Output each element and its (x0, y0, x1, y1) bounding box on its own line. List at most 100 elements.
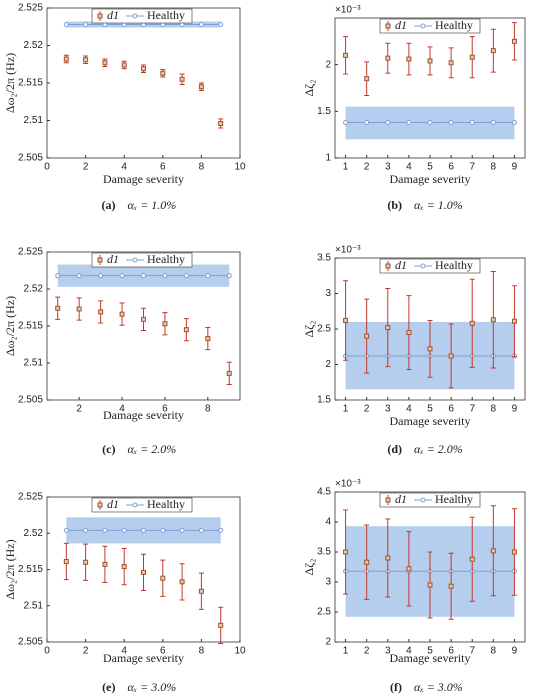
x-tick-label: 6 (448, 646, 454, 657)
legend-healthy-marker (132, 502, 138, 508)
legend-d1-marker (385, 497, 391, 503)
x-tick-label: 2 (76, 404, 82, 415)
caption-label: (a) (102, 198, 116, 212)
y-tick-label: 2.525 (18, 247, 43, 258)
x-tick-label: 4 (119, 404, 125, 415)
x-tick-label: 2 (364, 404, 370, 415)
d1-point (406, 566, 412, 572)
healthy-point (98, 273, 104, 279)
x-tick-label: 3 (385, 404, 391, 415)
d1-point (198, 84, 204, 90)
x-axis-label: Damage severity (103, 408, 184, 422)
d1-point (160, 70, 166, 76)
plot-frame (334, 17, 526, 159)
x-tick-label: 4 (406, 404, 412, 415)
d1-point (119, 311, 125, 317)
healthy-point (183, 273, 189, 279)
legend-label: d1 (395, 18, 407, 32)
d1-point (448, 60, 454, 66)
x-tick-label: 6 (448, 404, 454, 415)
y-tick-label: 2 (325, 359, 331, 370)
healthy-point (83, 527, 89, 533)
y-tick-label: 2.52 (24, 528, 44, 539)
healthy-point (198, 527, 204, 533)
x-tick-label: 3 (385, 162, 391, 173)
caption: αₓ = 3.0% (414, 680, 463, 694)
d1-point (160, 575, 166, 581)
y-tick-label: 3 (325, 577, 331, 588)
d1-point (490, 48, 496, 54)
x-tick-label: 4 (406, 162, 412, 173)
d1-point (205, 336, 211, 342)
caption: αₓ = 1.0% (414, 198, 463, 212)
d1-point (469, 556, 475, 562)
d1-point (198, 588, 204, 594)
d1-point (385, 55, 391, 61)
healthy-point (119, 273, 125, 279)
x-tick-label: 7 (469, 162, 475, 173)
x-tick-label: 8 (491, 404, 497, 415)
d1-point (83, 559, 89, 565)
healthy-point (218, 527, 224, 533)
legend-healthy-marker (420, 497, 426, 503)
caption-label: (f) (390, 680, 402, 694)
healthy-point (160, 527, 166, 533)
healthy-point (179, 527, 185, 533)
d1-point (218, 622, 224, 628)
legend-label: Healthy (435, 18, 473, 32)
healthy-point (226, 273, 232, 279)
y-tick-label: 2.515 (18, 321, 43, 332)
y-tick-label: 2.52 (24, 284, 44, 295)
y-tick-label: 1.5 (317, 395, 331, 406)
y-tick-label: 2 (325, 637, 331, 648)
x-axis-label: Damage severity (390, 414, 471, 428)
d1-point (511, 38, 517, 44)
x-tick-label: 2 (83, 646, 89, 657)
legend-healthy-marker (132, 13, 138, 19)
caption: αₓ = 2.0% (414, 442, 463, 456)
d1-point (427, 346, 433, 352)
y-tick-label: 2.505 (18, 395, 43, 406)
x-tick-label: 9 (512, 404, 518, 415)
d1-point (141, 569, 146, 575)
legend-label: Healthy (147, 8, 185, 22)
d1-point (343, 52, 349, 58)
plot-frame (334, 257, 526, 401)
healthy-point (511, 120, 517, 126)
healthy-point (55, 273, 61, 279)
x-tick-label: 8 (199, 646, 205, 657)
x-axis-label: Damage severity (103, 651, 184, 665)
plot-frame (46, 496, 241, 643)
d1-point (427, 58, 433, 64)
x-tick-label: 7 (469, 404, 475, 415)
legend-d1-marker (385, 263, 391, 269)
y-tick-label: 2.525 (18, 3, 43, 14)
healthy-point (198, 22, 204, 27)
x-tick-label: 9 (512, 162, 518, 173)
d1-point (63, 559, 69, 565)
d1-point (385, 325, 391, 331)
healthy-point (218, 22, 224, 27)
healthy-point (343, 120, 349, 126)
d1-point (55, 305, 61, 311)
healthy-point (205, 273, 211, 279)
d1-point (406, 56, 412, 62)
d1-point (406, 330, 412, 336)
y-axis-label: Δω₂/2π (Hz) (3, 296, 17, 356)
d1-point (511, 318, 517, 324)
caption: αₓ = 3.0% (128, 680, 177, 694)
caption-label: (e) (102, 680, 115, 694)
y-tick-label: 3.5 (317, 253, 331, 264)
x-tick-label: 0 (44, 646, 50, 657)
d1-point (218, 121, 224, 126)
d1-point (385, 555, 391, 561)
healthy-point (76, 273, 82, 279)
x-axis-label: Damage severity (390, 651, 471, 665)
d1-point (141, 66, 146, 72)
x-tick-label: 4 (121, 162, 127, 173)
x-tick-label: 4 (406, 646, 412, 657)
x-tick-label: 6 (448, 162, 454, 173)
y-tick-label: 2.5 (317, 607, 331, 618)
